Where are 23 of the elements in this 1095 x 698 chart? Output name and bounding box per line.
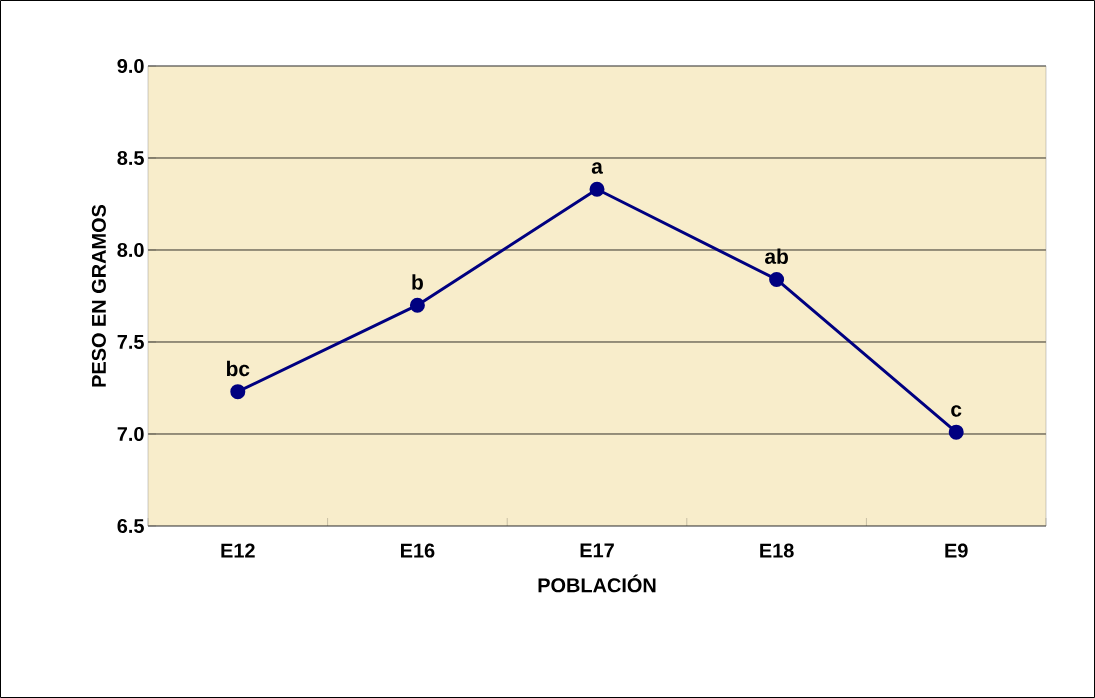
y-tick-label: 8.5: [117, 150, 144, 166]
annotation: b: [412, 274, 423, 290]
x-tick-label: E18: [760, 543, 794, 558]
y-axis-title: PESO EN GRAMOS: [91, 204, 106, 387]
point: [948, 424, 964, 440]
y-tick-label: 9.0: [117, 58, 144, 74]
annotation: ab: [765, 248, 788, 264]
annotation: a: [591, 162, 603, 174]
point: [769, 271, 785, 287]
annotation: c: [951, 405, 962, 417]
y-tick-label: 6.5: [117, 518, 144, 534]
point: [230, 384, 246, 400]
point: [589, 181, 605, 197]
y-tick-label: 7.0: [117, 426, 144, 442]
x-tick-label: E9: [945, 543, 968, 558]
y-tick-label: 8.0: [117, 242, 144, 258]
point: [409, 297, 425, 313]
y-tick-label: 7.5: [117, 335, 144, 349]
x-tick-label: E16: [401, 543, 435, 558]
x-tick-label: E17: [580, 543, 614, 558]
annotation: bc: [226, 360, 250, 377]
x-axis-title: POBLACIÓN: [538, 574, 656, 593]
x-tick-label: E12: [221, 543, 255, 558]
